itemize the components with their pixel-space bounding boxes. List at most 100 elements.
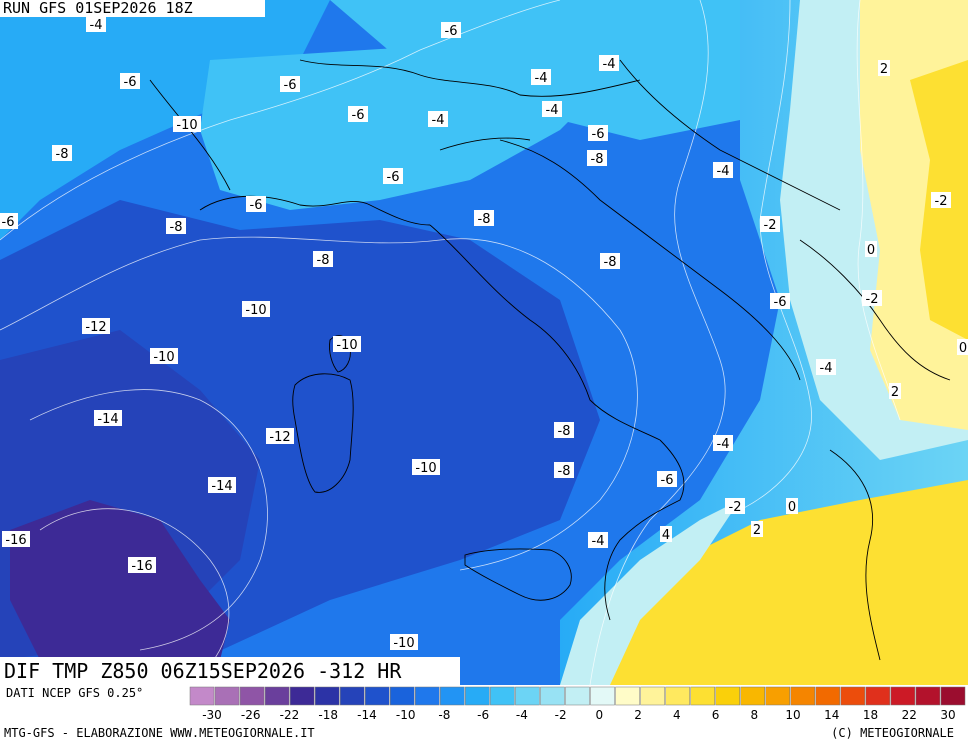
contour-value-label: -4 xyxy=(531,69,551,86)
legend-swatch xyxy=(540,686,565,706)
legend-swatch xyxy=(940,686,966,706)
svg-text:-4: -4 xyxy=(546,103,559,118)
contour-value-label: 0 xyxy=(957,339,968,356)
contour-value-label: -6 xyxy=(0,213,18,230)
legend-swatch xyxy=(189,686,215,706)
contour-value-label: -2 xyxy=(931,192,951,209)
legend-swatch xyxy=(690,686,715,706)
svg-text:-6: -6 xyxy=(445,24,458,39)
legend-swatch xyxy=(515,686,540,706)
svg-text:-6: -6 xyxy=(124,75,137,90)
contour-line xyxy=(29,389,268,651)
contour-value-label: -8 xyxy=(554,422,574,439)
credit-left: MTG-GFS - ELABORAZIONE WWW.METEOGIORNALE… xyxy=(4,726,315,740)
legend-swatch xyxy=(214,686,240,706)
contour-value-label: -8 xyxy=(587,150,607,167)
contour-value-label: -16 xyxy=(2,531,30,548)
legend-swatch xyxy=(740,686,765,706)
legend-tick-label: -22 xyxy=(280,708,300,722)
contour-value-label: -4 xyxy=(542,101,562,118)
legend-tick-label: 8 xyxy=(750,708,758,722)
coastline xyxy=(499,139,801,381)
legend-swatch xyxy=(765,686,791,706)
contour-value-label: -4 xyxy=(86,16,106,33)
legend-swatch xyxy=(314,686,340,706)
contour-value-label: -6 xyxy=(441,22,461,39)
contour-value-label: -14 xyxy=(94,410,122,427)
contour-value-label: -6 xyxy=(657,471,677,488)
contour-value-label: -8 xyxy=(52,145,72,162)
svg-text:-6: -6 xyxy=(284,78,297,93)
contour-value-label: -6 xyxy=(246,196,266,213)
svg-text:-8: -8 xyxy=(558,424,571,439)
contour-line xyxy=(0,0,561,241)
svg-text:2: 2 xyxy=(891,385,899,400)
legend-tick-label: 2 xyxy=(634,708,642,722)
svg-text:0: 0 xyxy=(788,500,796,515)
legend-swatch xyxy=(715,686,740,706)
svg-text:-4: -4 xyxy=(603,57,616,72)
legend-tick-label: -14 xyxy=(357,708,377,722)
contour-value-label: 2 xyxy=(878,60,890,77)
svg-text:-8: -8 xyxy=(170,220,183,235)
svg-text:-14: -14 xyxy=(97,412,118,427)
contour-labels: -4 -6 -6 -6 -4 -4 -4 -10 -6 -4 -8 -6 -8 -6 -4 -6 -6 -8 -8 -… xyxy=(0,16,968,651)
svg-text:-8: -8 xyxy=(558,464,571,479)
svg-text:-4: -4 xyxy=(592,534,605,549)
credit-right: (C) METEOGIORNALE xyxy=(831,726,954,740)
contour-value-label: -6 xyxy=(770,293,790,310)
contour-value-label: -10 xyxy=(412,459,440,476)
legend-swatch xyxy=(865,686,891,706)
svg-text:-8: -8 xyxy=(56,147,69,162)
border xyxy=(799,239,951,381)
legend-tick-label: -26 xyxy=(241,708,261,722)
legend-swatch xyxy=(490,686,515,706)
legend-swatch xyxy=(465,686,490,706)
svg-text:-8: -8 xyxy=(478,212,491,227)
border xyxy=(299,59,641,97)
legend-tick-label: 10 xyxy=(785,708,800,722)
contour-value-label: -10 xyxy=(333,336,361,353)
contour-value-label: -12 xyxy=(266,428,294,445)
legend-tick-label: -2 xyxy=(555,708,567,722)
svg-text:-6: -6 xyxy=(387,170,400,185)
svg-text:-10: -10 xyxy=(153,350,174,365)
legend-swatch xyxy=(890,686,916,706)
contour-value-label: -10 xyxy=(242,301,270,318)
svg-text:-6: -6 xyxy=(250,198,263,213)
legend-swatch xyxy=(339,686,365,706)
contour-value-label: -4 xyxy=(713,435,733,452)
svg-text:0: 0 xyxy=(867,243,875,258)
contour-value-label: -2 xyxy=(725,498,745,515)
svg-text:-4: -4 xyxy=(820,361,833,376)
svg-text:-6: -6 xyxy=(661,473,674,488)
contour-value-label: -6 xyxy=(588,125,608,142)
coastline xyxy=(429,224,661,441)
contour-value-label: -6 xyxy=(120,73,140,90)
coastline-sardinia xyxy=(292,373,354,493)
svg-text:0: 0 xyxy=(959,341,967,356)
contour-value-label: 2 xyxy=(889,383,901,400)
contour-value-label: 4 xyxy=(660,526,672,543)
legend-tick-label: -4 xyxy=(516,708,528,722)
svg-text:-8: -8 xyxy=(317,253,330,268)
legend-swatch xyxy=(415,686,440,706)
legend-tick-label: 30 xyxy=(940,708,955,722)
legend-tick-label: 22 xyxy=(902,708,917,722)
legend-swatch xyxy=(364,686,390,706)
contour-value-label: -10 xyxy=(390,634,418,651)
contour-value-label: -4 xyxy=(713,162,733,179)
legend-tick-label: -30 xyxy=(202,708,222,722)
legend-swatch xyxy=(665,686,690,706)
contour-line xyxy=(856,0,901,421)
svg-text:4: 4 xyxy=(662,528,670,543)
contour-value-label: -10 xyxy=(173,116,201,133)
contour-value-label: -8 xyxy=(600,253,620,270)
contour-line xyxy=(39,508,230,666)
svg-text:-2: -2 xyxy=(866,292,879,307)
svg-text:-12: -12 xyxy=(85,320,106,335)
legend-swatch xyxy=(289,686,315,706)
contour-value-label: -4 xyxy=(816,359,836,376)
legend-tick-label: 6 xyxy=(712,708,720,722)
legend-tick-label: -18 xyxy=(318,708,338,722)
